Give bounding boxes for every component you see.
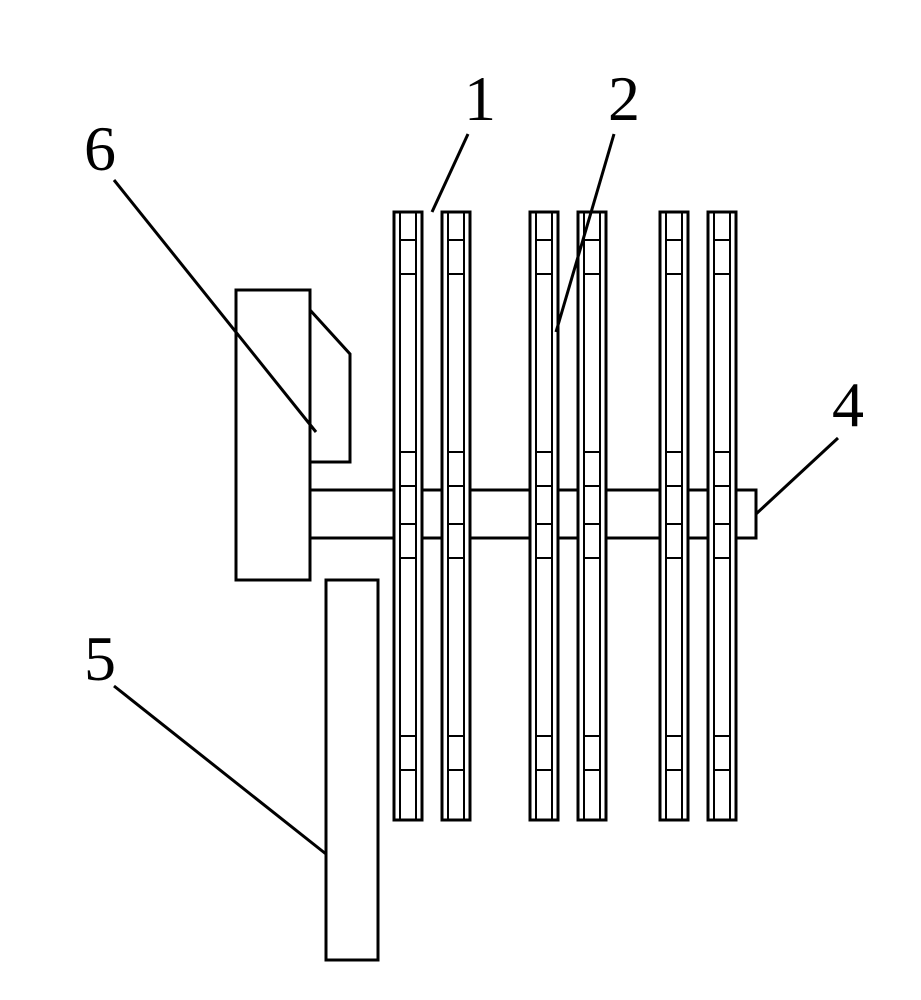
label-6: 6: [84, 113, 116, 184]
disc-hub: [558, 490, 578, 538]
label-5: 5: [84, 623, 116, 694]
support-post: [326, 580, 378, 960]
label-1: 1: [464, 63, 496, 134]
leader-line-5: [114, 686, 326, 854]
wedge-key: [310, 310, 350, 462]
engineering-diagram: 1 2 4 5 6: [0, 0, 921, 1000]
disc-slab: [394, 212, 422, 820]
disc-hub: [422, 490, 442, 538]
mounting-block: [236, 290, 310, 580]
disc-slab: [578, 212, 606, 820]
disc-slab: [442, 212, 470, 820]
disc-hub: [688, 490, 708, 538]
label-4: 4: [832, 369, 864, 440]
label-2: 2: [608, 63, 640, 134]
disc-pair-2: [530, 212, 606, 820]
leader-line-4: [756, 438, 838, 514]
disc-slab: [530, 212, 558, 820]
leader-line-1: [432, 134, 468, 212]
disc-pair-1: [394, 212, 470, 820]
disc-slab: [708, 212, 736, 820]
disc-pair-3: [660, 212, 736, 820]
disc-slab: [660, 212, 688, 820]
